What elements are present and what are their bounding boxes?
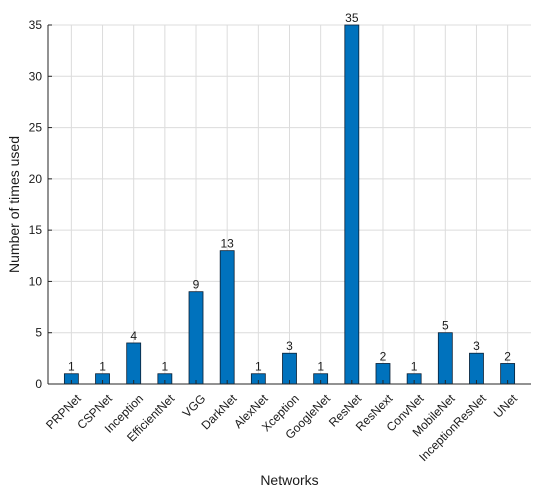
y-tick-label-0: 0: [35, 377, 42, 391]
x-axis-title: Networks: [260, 472, 318, 488]
data-label-resnext: 2: [380, 349, 387, 363]
data-label-mobilenet: 5: [442, 319, 449, 333]
y-tick-label-35: 35: [29, 18, 43, 32]
data-label-vgg: 9: [193, 278, 200, 292]
data-label-prpnet: 1: [68, 360, 75, 374]
y-tick-label-20: 20: [29, 172, 43, 186]
y-tick-label-30: 30: [29, 69, 43, 83]
bar-vgg: [188, 291, 204, 385]
data-label-convnet: 1: [411, 360, 418, 374]
x-tick-label-darknet: DarkNet: [198, 391, 239, 432]
data-label-darknet: 13: [220, 237, 234, 251]
y-axis-title: Number of times used: [6, 136, 22, 273]
y-tick-label-5: 5: [35, 326, 42, 340]
data-label-alexnet: 1: [255, 360, 262, 374]
bar-xception: [282, 352, 297, 385]
y-tick-label-25: 25: [29, 121, 43, 135]
data-label-unet: 2: [504, 349, 511, 363]
bar-mobilenet: [437, 332, 453, 385]
bar-inception: [126, 342, 142, 385]
data-label-resnet: 35: [345, 11, 359, 25]
x-tick-label-unet: UNet: [491, 391, 521, 421]
data-label-efficientnet: 1: [162, 360, 169, 374]
bar-darknet: [219, 250, 235, 385]
y-tick-label-15: 15: [29, 223, 43, 237]
data-label-inception: 4: [130, 329, 137, 343]
data-label-xception: 3: [286, 339, 293, 353]
grid-layer: [48, 24, 531, 385]
axes-layer: [47, 24, 531, 385]
data-label-cspnet: 1: [99, 360, 106, 374]
bar-inceptionresnet: [469, 352, 484, 385]
bar-resnet: [344, 24, 360, 385]
bars-layer: [63, 24, 516, 385]
data-label-googlenet: 1: [317, 360, 324, 374]
y-tick-label-10: 10: [29, 274, 43, 288]
data-label-inceptionresnet: 3: [473, 339, 480, 353]
